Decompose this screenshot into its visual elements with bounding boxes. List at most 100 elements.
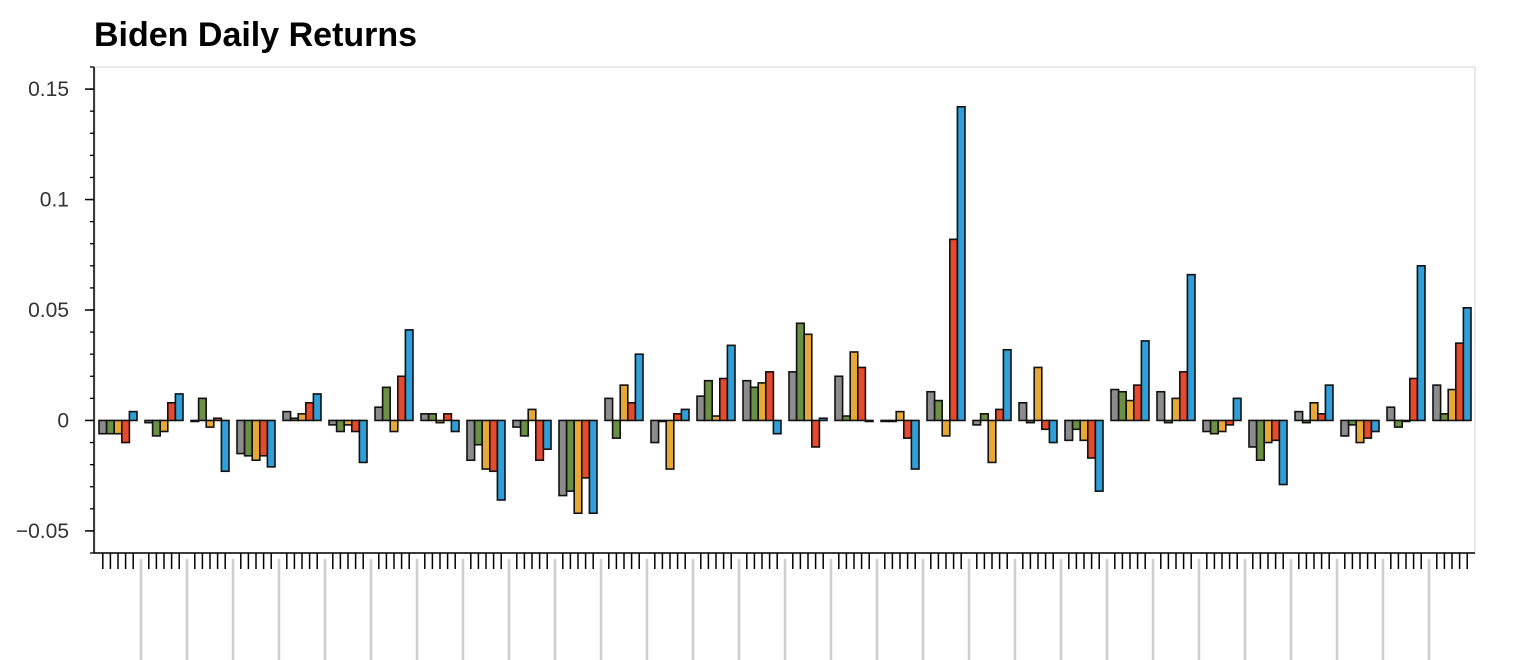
bar bbox=[167, 401, 177, 422]
bar bbox=[757, 382, 767, 422]
bar bbox=[328, 419, 338, 426]
bar bbox=[251, 419, 261, 462]
bar bbox=[926, 390, 936, 422]
bar bbox=[404, 329, 414, 422]
plot-border bbox=[94, 66, 1476, 554]
bar bbox=[1370, 419, 1380, 433]
bar bbox=[1455, 342, 1465, 422]
bar bbox=[864, 419, 874, 423]
bar bbox=[534, 419, 545, 462]
bar bbox=[1140, 340, 1150, 422]
bar bbox=[466, 419, 476, 462]
bar bbox=[282, 410, 292, 422]
bar bbox=[304, 401, 315, 422]
bar bbox=[626, 401, 637, 422]
bar bbox=[473, 419, 484, 446]
bar bbox=[144, 419, 154, 424]
bar bbox=[895, 410, 905, 422]
bar bbox=[910, 419, 920, 470]
bar bbox=[902, 419, 913, 439]
bar bbox=[542, 419, 552, 450]
bar bbox=[1225, 419, 1235, 426]
bar bbox=[1294, 410, 1304, 422]
bar bbox=[1401, 419, 1411, 423]
bar bbox=[1156, 390, 1166, 422]
bar bbox=[933, 399, 943, 422]
bar bbox=[1018, 401, 1028, 422]
axes: −0.05 0 0.05 0.1 0.15 bbox=[16, 66, 1475, 660]
y-tick-label: 0.1 bbox=[40, 189, 69, 212]
bar bbox=[718, 377, 729, 422]
bar bbox=[1041, 419, 1051, 431]
bar bbox=[650, 419, 660, 444]
bar bbox=[948, 238, 959, 422]
y-tick-label: −0.05 bbox=[16, 520, 69, 543]
bar bbox=[1340, 419, 1350, 437]
bar bbox=[519, 419, 529, 437]
bar bbox=[220, 419, 230, 473]
bar bbox=[381, 386, 392, 422]
bar bbox=[1025, 419, 1035, 424]
bar bbox=[1347, 419, 1357, 426]
plot-frame bbox=[94, 66, 1476, 554]
bar bbox=[1309, 401, 1319, 422]
bar bbox=[711, 415, 721, 422]
bar bbox=[113, 419, 123, 435]
bar bbox=[565, 419, 575, 492]
bar bbox=[151, 419, 162, 437]
bar bbox=[174, 393, 184, 422]
bar bbox=[213, 417, 223, 422]
bar bbox=[803, 333, 813, 422]
bar bbox=[619, 384, 629, 422]
bar bbox=[604, 397, 614, 422]
bar bbox=[98, 419, 108, 435]
bar bbox=[941, 419, 951, 437]
bar bbox=[450, 419, 460, 433]
bar bbox=[818, 417, 828, 422]
bar bbox=[297, 413, 307, 422]
bars bbox=[98, 105, 1472, 515]
bar bbox=[772, 419, 782, 435]
bar bbox=[1255, 419, 1265, 462]
bar bbox=[105, 419, 115, 435]
bar bbox=[1386, 406, 1396, 422]
bar bbox=[788, 371, 798, 422]
bar bbox=[573, 419, 583, 515]
bar bbox=[389, 419, 399, 433]
bar bbox=[496, 419, 506, 501]
bar bbox=[834, 375, 844, 422]
bar bbox=[236, 419, 246, 455]
bar bbox=[1002, 348, 1012, 422]
bar bbox=[726, 344, 736, 422]
bar bbox=[856, 366, 867, 422]
bar bbox=[1133, 384, 1143, 422]
bar bbox=[1171, 397, 1181, 422]
bar bbox=[374, 406, 384, 422]
bar bbox=[1186, 273, 1196, 422]
bar bbox=[672, 413, 683, 422]
bar bbox=[1209, 419, 1219, 435]
bar bbox=[1324, 384, 1334, 422]
bar bbox=[841, 415, 851, 422]
bar bbox=[512, 419, 522, 428]
bar bbox=[956, 105, 966, 422]
bar bbox=[1248, 419, 1258, 448]
bar bbox=[1416, 265, 1426, 422]
bar bbox=[1064, 419, 1074, 442]
bar bbox=[1263, 419, 1273, 444]
bar bbox=[1110, 388, 1120, 422]
bar bbox=[1048, 419, 1058, 444]
bar bbox=[1432, 384, 1442, 422]
bar bbox=[1439, 413, 1449, 422]
bar bbox=[979, 413, 989, 422]
bar bbox=[558, 419, 568, 497]
bar bbox=[527, 408, 537, 422]
bar bbox=[1271, 419, 1281, 442]
bar bbox=[1217, 419, 1227, 433]
bar bbox=[994, 408, 1005, 422]
bar bbox=[427, 413, 438, 422]
bar bbox=[696, 395, 706, 422]
bar bbox=[849, 351, 859, 422]
bar bbox=[350, 419, 361, 433]
